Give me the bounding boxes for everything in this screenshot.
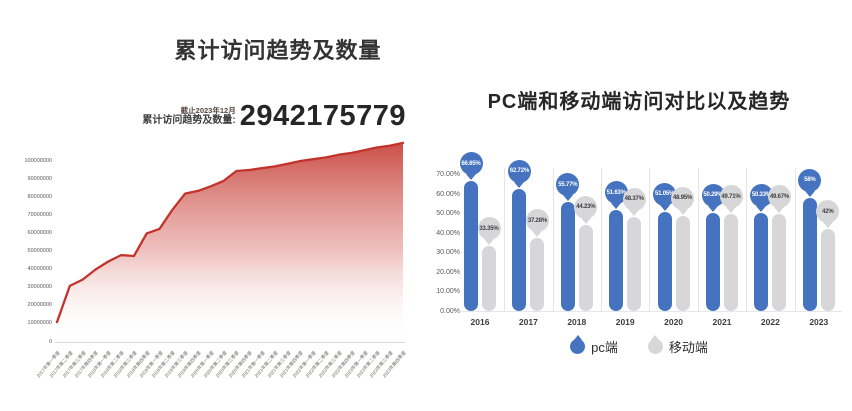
area-y-tick-label: 70000000 xyxy=(27,211,52,218)
bar-y-tick-label: 20.00% xyxy=(436,268,460,276)
group-separator xyxy=(649,168,651,311)
area-y-tick-label: 50000000 xyxy=(27,248,52,254)
mobile-bar xyxy=(482,246,496,311)
pc-bubble: 50.29% xyxy=(701,183,725,207)
year-label: 2017 xyxy=(518,317,538,327)
bar-legend: pc端 移动端 xyxy=(426,337,852,356)
pc-bar xyxy=(706,212,720,311)
area-x-axis-line xyxy=(55,342,405,343)
legend-item-pc: pc端 xyxy=(570,337,618,356)
group-separator xyxy=(552,168,554,311)
mobile-bar xyxy=(530,238,545,311)
bar-y-tick-label: 30.00% xyxy=(436,249,460,256)
year-group-2016: 66.65% 33.35% 2016 xyxy=(456,0,504,411)
mobile-bubble: 48.95% xyxy=(671,186,695,210)
right-chart-title: PC端和移动端访问对比以及趋势 xyxy=(487,91,791,113)
bar-y-tick-label: 40.00% xyxy=(436,229,460,237)
area-y-tick-label: 90000000 xyxy=(27,175,52,182)
mobile-bar xyxy=(772,214,787,311)
year-label: 2020 xyxy=(664,317,684,327)
stat-caption: 截止2023年12月 xyxy=(180,105,236,115)
pc-bubble: 66.65% xyxy=(459,152,483,175)
pc-bar xyxy=(609,210,624,311)
mobile-bar xyxy=(820,229,835,311)
area-x-axis: 2017年第一季度 2017年第二季度 2017年第三季度 2017年第四季度 2018… xyxy=(36,345,407,390)
area-line xyxy=(55,141,405,324)
year-label: 2019 xyxy=(615,317,635,327)
area-chart-plot xyxy=(55,141,405,342)
area-fill-shape xyxy=(57,142,403,342)
area-y-tick-label: 40000000 xyxy=(27,266,52,273)
year-group-2021: 50.29% 49.71% 2021 xyxy=(698,0,746,411)
area-y-tick-label: 20000000 xyxy=(27,302,52,309)
mobile-bar xyxy=(675,215,690,311)
mobile-bar xyxy=(724,214,738,311)
bar-y-tick-label: 70.00% xyxy=(436,171,460,178)
mobile-bubble: 48.37% xyxy=(622,187,646,211)
bar-y-tick-label: 10.00% xyxy=(436,288,460,295)
year-label: 2022 xyxy=(760,317,780,327)
mobile-legend-balloon-icon xyxy=(647,339,663,354)
pc-bar xyxy=(512,188,527,311)
year-group-2017: 62.72% 37.28% 2017 xyxy=(504,0,552,411)
pc-bar xyxy=(560,202,575,311)
year-label: 2018 xyxy=(567,317,587,327)
year-group-2023: 58% 42% 2023 xyxy=(795,0,843,411)
group-separator xyxy=(697,168,699,311)
mobile-bar xyxy=(578,224,593,311)
cumulative-visits-chart: 累计访问趋势及数量 截止2023年12月 累计访问趋势及数量: 29421757… xyxy=(24,38,407,390)
legend-label: 移动端 xyxy=(668,340,708,355)
mobile-bubble: 49.71% xyxy=(719,185,743,209)
mobile-bar xyxy=(627,216,642,311)
pc-bubble: 62.72% xyxy=(507,159,531,183)
legend-item-mobile: 移动端 xyxy=(647,337,708,356)
pc-mobile-comparison-chart: PC端和移动端访问对比以及趋势 0.00% 10.00% 20.00% 30.00% 4… xyxy=(426,0,852,411)
year-group-2020: 51.05% 48.95% 2020 xyxy=(650,0,698,411)
pc-bar xyxy=(754,212,769,311)
group-separator xyxy=(601,168,602,311)
area-y-tick-label: 10000000 xyxy=(27,320,52,327)
left-chart-title: 累计访问趋势及数量 xyxy=(174,38,382,63)
bar-y-tick-label: 0.00% xyxy=(440,307,460,315)
stat-label: 累计访问趋势及数量: xyxy=(142,115,236,127)
bar-baseline xyxy=(458,311,842,312)
group-separator xyxy=(504,168,506,311)
mobile-bubble: 49.67% xyxy=(767,185,791,209)
bar-y-tick-label: 60.00% xyxy=(436,190,460,198)
year-group-2022: 50.33% 49.67% 2022 xyxy=(746,0,794,411)
year-group-2018: 55.77% 44.23% 2018 xyxy=(553,0,601,411)
mobile-bubble: 37.28% xyxy=(525,209,549,233)
pc-bar xyxy=(657,211,672,311)
stat-value: 2942175779 xyxy=(239,100,406,132)
year-label: 2016 xyxy=(470,317,490,327)
pc-bar xyxy=(802,197,817,311)
cumulative-stat: 截止2023年12月 累计访问趋势及数量: 2942175779 xyxy=(142,100,406,132)
pc-legend-balloon-icon xyxy=(570,339,586,354)
pc-bubble: 58% xyxy=(798,168,822,192)
year-label: 2023 xyxy=(809,317,829,327)
pc-bar xyxy=(464,181,478,311)
area-y-tick-label: 0 xyxy=(48,338,52,345)
group-separator xyxy=(746,168,748,311)
area-y-tick-label: 80000000 xyxy=(27,193,52,200)
mobile-bubble: 42% xyxy=(816,200,840,224)
pc-bubble: 50.33% xyxy=(749,183,773,207)
bar-y-tick-label: 50.00% xyxy=(436,210,460,217)
pc-bubble: 51.63% xyxy=(604,181,628,205)
legend-label: pc端 xyxy=(591,340,618,355)
area-y-tick-label: 30000000 xyxy=(27,284,52,291)
bar-plot-area: 66.65% 33.35% 2016 62.72% 37.28% 2017 55.77% 44… xyxy=(426,0,852,411)
mobile-bubble: 44.23% xyxy=(574,195,598,219)
area-y-tick-label: 60000000 xyxy=(27,229,52,236)
year-group-2019: 51.63% 48.37% 2019 xyxy=(601,0,649,411)
group-separator xyxy=(794,168,796,311)
mobile-bubble: 33.35% xyxy=(477,217,501,240)
year-label: 2021 xyxy=(712,317,732,327)
area-y-tick-label: 100000000 xyxy=(24,157,52,164)
cumulative-stat-text: 截止2023年12月 累计访问趋势及数量: xyxy=(142,106,235,131)
pc-bubble: 55.77% xyxy=(556,173,580,197)
